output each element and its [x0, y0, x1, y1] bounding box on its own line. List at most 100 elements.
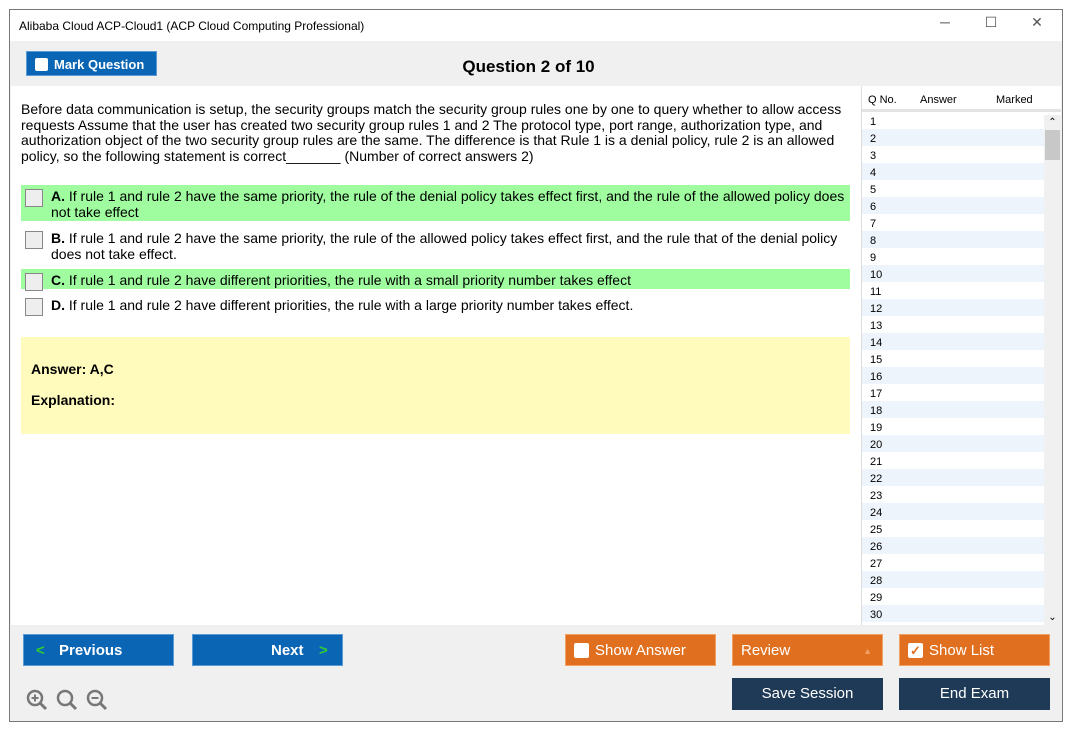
question-number: 18 — [870, 405, 883, 417]
option-text: If rule 1 and rule 2 have different prio… — [65, 272, 631, 288]
list-item[interactable]: 1 — [862, 112, 1044, 129]
previous-button[interactable]: < Previous — [23, 634, 174, 666]
list-item[interactable]: 19 — [862, 418, 1044, 435]
end-exam-button[interactable]: End Exam — [899, 678, 1050, 710]
option-c[interactable]: C. If rule 1 and rule 2 have different p… — [21, 269, 850, 291]
show-answer-button[interactable]: Show Answer — [565, 634, 716, 666]
list-item[interactable]: 28 — [862, 571, 1044, 588]
review-label: Review — [741, 642, 791, 659]
list-item[interactable]: 21 — [862, 452, 1044, 469]
list-item[interactable]: 24 — [862, 503, 1044, 520]
mark-label: Mark Question — [54, 57, 145, 72]
question-number: 10 — [870, 269, 883, 281]
question-number: 28 — [870, 575, 883, 587]
show-list-button[interactable]: ✓ Show List — [899, 634, 1050, 666]
question-number: 13 — [870, 320, 883, 332]
review-button[interactable]: Review ▲ — [732, 634, 883, 666]
chevron-right-icon: > — [319, 642, 328, 659]
list-item[interactable]: 25 — [862, 520, 1044, 537]
question-panel: Before data communication is setup, the … — [11, 86, 861, 625]
question-number: 2 — [870, 133, 877, 145]
list-item[interactable]: 12 — [862, 299, 1044, 316]
title-bar: Alibaba Cloud ACP-Cloud1 (ACP Cloud Comp… — [10, 10, 1062, 41]
list-item[interactable]: 22 — [862, 469, 1044, 486]
option-checkbox[interactable] — [25, 298, 43, 316]
next-label: Next — [271, 642, 304, 659]
question-number: 16 — [870, 371, 883, 383]
answer-label: Answer: A,C — [31, 361, 114, 377]
list-item[interactable]: 13 — [862, 316, 1044, 333]
list-item[interactable]: 15 — [862, 350, 1044, 367]
list-item[interactable]: 17 — [862, 384, 1044, 401]
save-session-button[interactable]: Save Session — [732, 678, 883, 710]
question-number: 21 — [870, 456, 883, 468]
question-number: 9 — [870, 252, 877, 264]
list-item[interactable]: 30 — [862, 605, 1044, 622]
list-item[interactable]: 11 — [862, 282, 1044, 299]
close-icon[interactable]: ✕ — [1031, 14, 1043, 30]
option-checkbox[interactable] — [25, 273, 43, 291]
option-letter: C. — [51, 272, 65, 288]
chevron-left-icon: < — [36, 642, 45, 659]
show-list-label: Show List — [929, 642, 995, 659]
list-item[interactable]: 3 — [862, 146, 1044, 163]
question-number: 25 — [870, 524, 883, 536]
checkbox-checked-icon: ✓ — [908, 643, 923, 658]
list-item[interactable]: 9 — [862, 248, 1044, 265]
list-item[interactable]: 20 — [862, 435, 1044, 452]
option-checkbox[interactable] — [25, 231, 43, 249]
question-number: 20 — [870, 439, 883, 451]
list-item[interactable]: 16 — [862, 367, 1044, 384]
list-item[interactable]: 5 — [862, 180, 1044, 197]
option-b[interactable]: B. If rule 1 and rule 2 have the same pr… — [21, 227, 850, 263]
zoom-out-icon[interactable] — [86, 689, 108, 711]
scrollbar[interactable]: ⌃ ⌄ — [1044, 115, 1061, 625]
zoom-in-icon[interactable] — [26, 689, 48, 711]
zoom-reset-icon[interactable] — [56, 689, 78, 711]
maximize-icon[interactable]: ☐ — [984, 14, 998, 30]
option-letter: B. — [51, 230, 65, 246]
question-number: 4 — [870, 167, 877, 179]
question-number: 19 — [870, 422, 883, 434]
minimize-icon[interactable]: ─ — [940, 14, 950, 30]
question-number: 15 — [870, 354, 883, 366]
scroll-thumb[interactable] — [1045, 130, 1060, 160]
question-number: 30 — [870, 609, 883, 621]
col-qno: Q No. — [868, 94, 897, 106]
list-item[interactable]: 8 — [862, 231, 1044, 248]
scroll-down-icon[interactable]: ⌄ — [1048, 612, 1057, 623]
option-a[interactable]: A. If rule 1 and rule 2 have the same pr… — [21, 185, 850, 221]
question-number: 14 — [870, 337, 883, 349]
list-item[interactable]: 26 — [862, 537, 1044, 554]
list-item[interactable]: 10 — [862, 265, 1044, 282]
scroll-up-icon[interactable]: ⌃ — [1048, 117, 1057, 128]
question-number: 11 — [870, 286, 882, 298]
col-answer: Answer — [920, 94, 957, 106]
option-d[interactable]: D. If rule 1 and rule 2 have different p… — [21, 294, 850, 316]
question-number: 7 — [870, 218, 877, 230]
list-item[interactable]: 23 — [862, 486, 1044, 503]
list-item[interactable]: 14 — [862, 333, 1044, 350]
question-number: 6 — [870, 201, 877, 213]
question-number: 8 — [870, 235, 877, 247]
list-item[interactable]: 4 — [862, 163, 1044, 180]
checkbox-icon — [574, 643, 589, 658]
previous-label: Previous — [59, 642, 123, 659]
question-number: 22 — [870, 473, 883, 485]
col-marked: Marked — [996, 94, 1033, 106]
caret-up-icon: ▲ — [863, 646, 872, 656]
checkbox-icon — [35, 58, 48, 71]
list-item[interactable]: 6 — [862, 197, 1044, 214]
question-number: 24 — [870, 507, 883, 519]
option-checkbox[interactable] — [25, 189, 43, 207]
next-button[interactable]: Next > — [192, 634, 343, 666]
list-item[interactable]: 18 — [862, 401, 1044, 418]
explanation-label: Explanation: — [31, 392, 116, 408]
list-item[interactable]: 7 — [862, 214, 1044, 231]
list-item[interactable]: 2 — [862, 129, 1044, 146]
question-number: 3 — [870, 150, 877, 162]
mark-question-button[interactable]: Mark Question — [26, 51, 157, 76]
list-item[interactable]: 29 — [862, 588, 1044, 605]
question-number: 23 — [870, 490, 883, 502]
list-item[interactable]: 27 — [862, 554, 1044, 571]
